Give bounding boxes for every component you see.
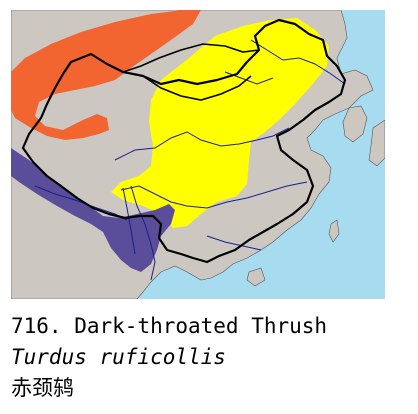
hainan-island [246,267,266,287]
species-number-title: 716. Dark-throated Thrush [11,314,328,338]
range-map [11,10,385,299]
map-svg [11,10,385,299]
yangtze-river [120,181,308,209]
river-south [206,235,262,251]
breeding-range [11,10,201,140]
mongolia-border [122,43,260,73]
mekong-river [130,185,156,281]
winter-range [111,18,329,228]
chinese-name: 赤颈鸫 [11,376,74,400]
scientific-name: Turdus ruficollis [11,345,226,369]
japan-island [368,119,385,167]
resident-range [11,148,175,272]
china-border [21,18,347,264]
salween-river [122,187,136,255]
korea-peninsula [342,105,368,143]
yellow-river [114,127,290,161]
mongolia-border-south [142,75,252,101]
amur-river [250,39,346,85]
taiwan-island [328,219,340,243]
